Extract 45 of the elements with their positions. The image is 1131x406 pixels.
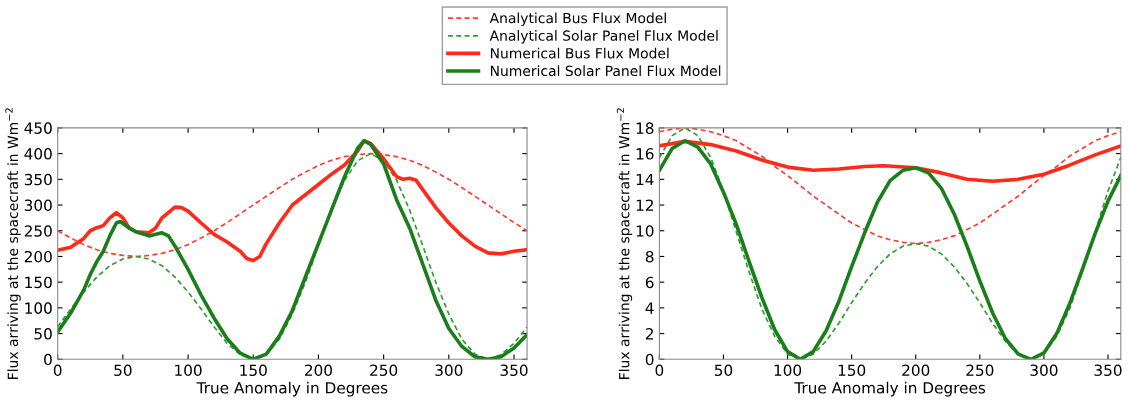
y-tick-label: 18 <box>636 122 654 134</box>
x-tick-label: 300 <box>435 364 463 376</box>
y-tick-label: 250 <box>24 225 52 237</box>
x-tick-label: 0 <box>655 364 664 376</box>
y-tick-label: 14 <box>636 173 654 186</box>
y-tick-label: 16 <box>636 148 654 160</box>
x-tick-label: 150 <box>838 364 866 376</box>
x-tick-label: 350 <box>1094 364 1122 376</box>
x-tick-label: 100 <box>774 364 802 376</box>
y-tick-label: 300 <box>24 199 52 212</box>
y-tick-label: 150 <box>25 276 52 289</box>
legend-label: Numerical Bus Flux Model <box>490 47 669 59</box>
x-tick-label: 250 <box>370 364 398 376</box>
y-tick-label: 8 <box>645 250 654 263</box>
x-tick-label: 50 <box>114 364 132 376</box>
legend-label: Numerical Solar Panel Flux Model <box>490 65 721 77</box>
x-tick-label: 50 <box>714 364 733 376</box>
legend-label: Analytical Solar Panel Flux Model <box>489 30 718 44</box>
x-axis-title: True Anomaly in Degrees <box>794 381 986 397</box>
y-tick-label: 4 <box>645 302 654 314</box>
y-tick-label: 6 <box>645 276 654 289</box>
y-tick-label: 50 <box>34 328 52 340</box>
y-tick-label: 350 <box>24 173 52 186</box>
x-tick-label: 250 <box>966 364 994 376</box>
y-tick-label: 12 <box>636 199 653 211</box>
y-axis-title: Flux arriving at the spacecraft in Wm$^{−2}$ <box>5 108 21 379</box>
y-axis-title: Flux arriving at the spacecraft in Wm$^{−2}$ <box>616 108 633 379</box>
y-tick-label: 0 <box>645 353 654 366</box>
x-tick-label: 200 <box>902 364 930 376</box>
y-tick-label: 100 <box>25 302 52 314</box>
y-tick-label: 450 <box>24 122 52 134</box>
line-series <box>57 152 528 258</box>
y-tick-label: 200 <box>24 250 52 263</box>
y-tick-label: 400 <box>24 148 52 160</box>
x-tick-label: 350 <box>500 364 528 376</box>
x-tick-label: 300 <box>1030 364 1058 376</box>
x-tick-label: 200 <box>304 364 332 376</box>
y-tick-label: 2 <box>645 328 653 340</box>
x-tick-label: 100 <box>175 364 202 376</box>
x-tick-label: 0 <box>53 364 62 376</box>
y-tick-label: 0 <box>44 353 52 366</box>
x-axis-title: True Anomaly in Degrees <box>196 381 388 397</box>
x-tick-label: 150 <box>240 364 267 376</box>
y-tick-label: 10 <box>636 225 654 237</box>
legend-label: Analytical Bus Flux Model <box>489 12 666 26</box>
